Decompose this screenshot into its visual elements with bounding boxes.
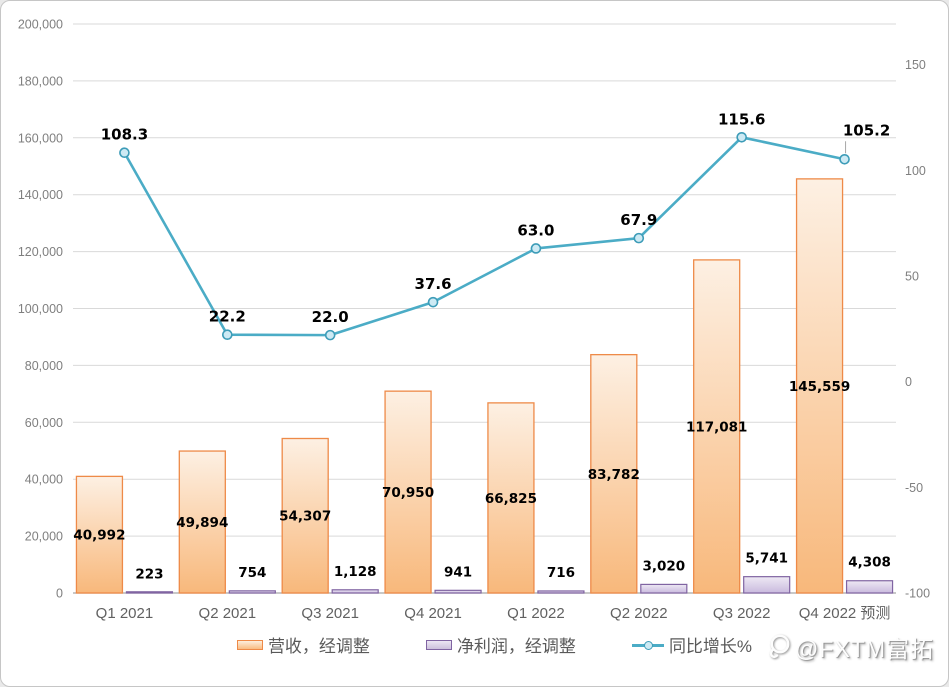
- legend-item-profit[interactable]: 净利润，经调整: [425, 632, 576, 657]
- x-axis-label: Q4 2022 预测: [799, 605, 891, 622]
- revenue-bar: [384, 390, 432, 594]
- growth-marker: [119, 147, 130, 159]
- growth-value-label: 105.2: [843, 121, 890, 139]
- revenue-swatch-icon: [236, 639, 263, 650]
- right-axis-tick: -100: [905, 587, 930, 601]
- growth-marker: [633, 232, 645, 244]
- growth-value-label: 22.0: [312, 308, 349, 326]
- x-axis-label: Q1 2021: [96, 605, 154, 622]
- profit-value-label: 941: [444, 564, 472, 580]
- left-axis-tick: 40,000: [25, 473, 63, 487]
- growth-marker: [736, 131, 747, 143]
- head-silhouette-icon: [769, 634, 790, 659]
- left-axis-tick: 160,000: [18, 131, 63, 145]
- growth-value-label: 108.3: [101, 126, 148, 144]
- growth-marker: [427, 296, 439, 308]
- legend-item-growth[interactable]: 同比增长%: [631, 632, 753, 657]
- legend-label-revenue: 营收，经调整: [267, 637, 370, 656]
- profit-value-label: 223: [135, 566, 163, 582]
- left-axis-tick: 120,000: [18, 245, 63, 259]
- profit-value-label: 3,020: [642, 558, 685, 574]
- revenue-bar: [487, 402, 535, 594]
- growth-value-label: 63.0: [517, 221, 554, 239]
- right-axis-tick: -50: [905, 481, 923, 495]
- revenue-value-label: 117,081: [686, 419, 748, 435]
- profit-bar: [845, 580, 894, 594]
- left-axis-tick: 140,000: [18, 188, 63, 202]
- legend-label-growth: 同比增长%: [668, 637, 753, 656]
- right-axis-tick: 100: [905, 164, 926, 178]
- watermark-text: @FXTM富拓: [795, 636, 934, 662]
- chart-legend: 营收，经调整 净利润，经调整 同比增长%: [1, 632, 948, 657]
- right-axis-tick: 0: [905, 375, 912, 389]
- left-axis-tick: 80,000: [25, 359, 63, 373]
- revenue-value-label: 54,307: [279, 509, 331, 525]
- revenue-value-label: 70,950: [382, 485, 434, 501]
- revenue-value-label: 66,825: [485, 491, 537, 507]
- revenue-bar: [178, 450, 226, 594]
- x-axis-label: Q3 2022: [713, 605, 771, 622]
- profit-bar: [228, 590, 276, 594]
- profit-bar: [537, 590, 585, 594]
- profit-bar: [640, 583, 688, 594]
- x-axis-label: Q4 2021: [404, 605, 462, 622]
- profit-value-label: 1,128: [334, 564, 377, 580]
- growth-marker: [222, 329, 233, 341]
- legend-label-profit: 净利润，经调整: [456, 637, 576, 656]
- x-axis-label: Q2 2021: [199, 605, 257, 622]
- growth-marker: [530, 243, 542, 254]
- revenue-bar: [590, 353, 638, 594]
- revenue-value-label: 83,782: [588, 467, 640, 483]
- x-axis-label: Q1 2022: [507, 605, 565, 622]
- revenue-value-label: 145,559: [789, 379, 851, 395]
- growth-marker: [324, 329, 336, 341]
- growth-marker: [839, 153, 850, 165]
- revenue-value-label: 49,894: [176, 515, 228, 531]
- profit-swatch-icon: [425, 639, 452, 650]
- left-axis-tick: 60,000: [25, 416, 63, 430]
- revenue-value-label: 40,992: [73, 528, 125, 544]
- growth-value-label: 115.6: [718, 110, 765, 128]
- growth-line-swatch-icon: [631, 640, 664, 650]
- watermark: @FXTM富拓: [766, 630, 934, 664]
- growth-value-label: 67.9: [620, 211, 657, 229]
- growth-value-label: 22.2: [209, 308, 246, 326]
- revenue-bar: [693, 259, 741, 594]
- profit-value-label: 5,741: [745, 551, 788, 567]
- x-axis-label: Q3 2021: [301, 605, 359, 622]
- growth-value-label: 37.6: [415, 275, 452, 293]
- left-axis-tick: 100,000: [18, 302, 63, 316]
- left-axis-tick: 20,000: [25, 530, 63, 544]
- profit-bar: [434, 589, 482, 594]
- revenue-bar: [281, 437, 329, 594]
- right-axis-tick: 50: [905, 269, 919, 283]
- growth-line: [123, 135, 845, 337]
- right-axis-tick: 150: [905, 58, 926, 72]
- profit-value-label: 754: [238, 565, 266, 581]
- left-axis-tick: 180,000: [18, 74, 63, 88]
- x-axis-label: Q2 2022: [610, 605, 668, 622]
- profit-bar: [331, 589, 379, 594]
- left-axis-tick: 0: [56, 587, 63, 601]
- revenue-bar: [75, 475, 124, 594]
- profit-bar: [125, 591, 174, 594]
- revenue-bar: [795, 178, 844, 594]
- profit-value-label: 716: [547, 565, 575, 581]
- left-axis-tick: 200,000: [18, 18, 63, 32]
- legend-item-revenue[interactable]: 营收，经调整: [236, 632, 370, 657]
- profit-value-label: 4,308: [848, 555, 891, 571]
- profit-bar: [743, 576, 791, 594]
